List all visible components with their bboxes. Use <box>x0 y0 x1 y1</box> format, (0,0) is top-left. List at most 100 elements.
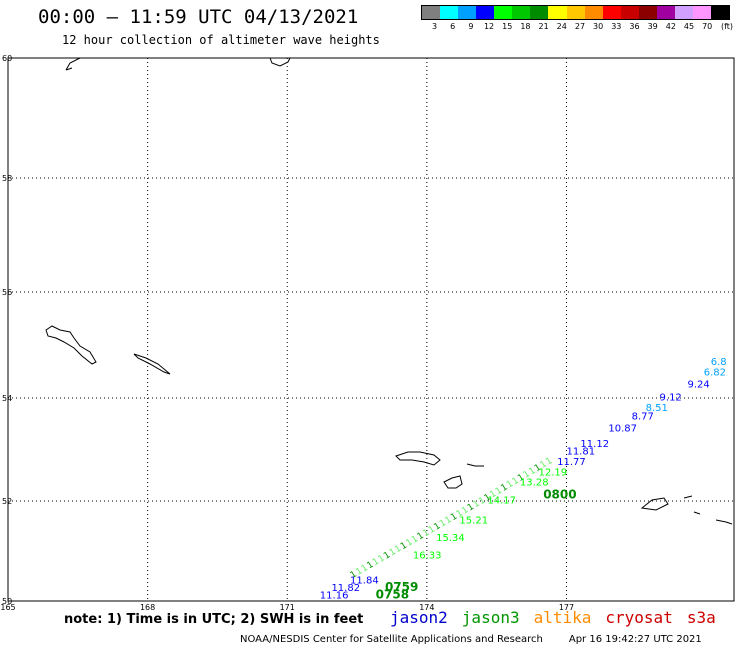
track-label: 0759 <box>385 580 418 594</box>
track-label: 0758 <box>376 588 409 602</box>
map-title: 00:00 – 11:59 UTC 04/13/2021 <box>38 6 359 28</box>
track-label: 6.82 <box>704 368 726 379</box>
track-swh-mark: 1 <box>539 459 549 471</box>
map-subtitle: 12 hour collection of altimeter wave hei… <box>62 33 380 47</box>
satellite-legend-item: cryosat <box>605 608 673 627</box>
track-swh-mark: 1 <box>438 518 448 530</box>
track-swh-mark: 1 <box>516 473 526 485</box>
color-scale-swatch <box>548 6 567 19</box>
island-rat-1 <box>640 497 669 511</box>
color-scale-swatch <box>512 6 531 19</box>
island-attu <box>395 451 441 466</box>
satellite-legend: jason2 jason3 altika cryosat s3a <box>390 608 730 627</box>
color-scale-swatch <box>476 6 495 19</box>
track-label: 8.51 <box>646 403 668 414</box>
color-scale-label: 42 <box>665 22 676 31</box>
track-label: 16.33 <box>413 551 442 562</box>
coastline-kamchatka-north-1 <box>65 57 81 71</box>
island-medny <box>133 353 171 375</box>
track-swh-mark: 1 <box>527 466 537 478</box>
track-swh-mark: 1 <box>377 553 387 565</box>
color-scale-label: 21 <box>538 22 549 31</box>
track-swh-mark: 1 <box>455 508 465 520</box>
track-label: 9.24 <box>687 379 709 390</box>
lon-tick-label: 177 <box>559 603 574 612</box>
track-label: 12.19 <box>539 467 568 478</box>
track-swh-mark: 1 <box>388 547 398 559</box>
track-swh-mark: 1 <box>444 515 454 527</box>
track-swh-mark: 1 <box>522 469 532 481</box>
color-scale-swatch <box>458 6 477 19</box>
track-swh-mark: 1 <box>405 537 415 549</box>
color-scale-label: 33 <box>611 22 622 31</box>
track-swh-mark: 1 <box>477 496 487 508</box>
satellite-legend-item: jason3 <box>461 608 520 627</box>
footer: NOAA/NESDIS Center for Satellite Applica… <box>240 634 702 645</box>
lat-tick-label: 58 <box>2 174 12 183</box>
track-swh-mark: 1 <box>365 560 375 572</box>
track-label: 9.12 <box>660 393 682 404</box>
color-scale: (ft) 3 6 9 12 15 18 21 24 27 30 33 36 39 42 45 70 <box>421 5 733 35</box>
color-scale-boxes <box>421 5 730 20</box>
satellite-legend-item: s3a <box>686 608 716 627</box>
coastlines <box>45 57 733 525</box>
color-scale-labels: (ft) 3 6 9 12 15 18 21 24 27 30 33 36 39 42 45 70 <box>421 20 733 34</box>
color-scale-swatch <box>422 6 441 19</box>
track-label: 0800 <box>543 487 576 501</box>
lat-tick-label: 60 <box>2 54 12 63</box>
footer-timestamp: Apr 16 19:42:27 UTC 2021 <box>568 634 702 645</box>
track-label: 11.84 <box>350 576 379 587</box>
lon-tick-label: 165 <box>0 603 15 612</box>
lat-tick-label: 52 <box>2 497 12 506</box>
track-swh-mark: 1 <box>494 486 504 498</box>
track-label: 8.77 <box>632 412 654 423</box>
track-label: 11.12 <box>580 439 609 450</box>
color-scale-label: 45 <box>683 22 695 31</box>
color-scale-swatch <box>711 6 730 19</box>
color-scale-label: 15 <box>502 22 513 31</box>
color-scale-label: 18 <box>520 22 531 31</box>
track-swh-mark: 1 <box>382 550 392 562</box>
track-labels: 6.826.88.519.249.128.7710.8711.1211.8111… <box>320 357 727 601</box>
color-scale-swatch <box>692 6 711 19</box>
map-frame <box>7 57 735 602</box>
color-scale-swatch <box>620 6 639 19</box>
satellite-legend-item: jason2 <box>390 608 448 627</box>
track-swh-mark: 1 <box>505 479 515 491</box>
track-swh-mark: 1 <box>533 463 543 475</box>
color-scale-swatch <box>638 6 657 19</box>
track-label: 15.21 <box>459 516 488 527</box>
track-swh-mark: 1 <box>416 531 426 543</box>
track-swh-mark: 1 <box>354 566 364 578</box>
color-scale-swatch <box>656 6 675 19</box>
satellite-legend-item: altika <box>533 608 592 627</box>
track-label: 6.8 <box>711 357 727 368</box>
track-swh-mark: 1 <box>427 525 437 537</box>
color-scale-swatch <box>494 6 513 19</box>
track-label: 11.81 <box>566 447 595 458</box>
track-swh-mark: 1 <box>544 456 554 468</box>
color-scale-swatch <box>566 6 585 19</box>
island-bering <box>45 325 97 365</box>
island-rat-2 <box>683 495 733 525</box>
color-scale-swatch <box>584 6 603 19</box>
track-swh-mark: 1 <box>360 563 370 575</box>
track-swh-mark: 1 <box>483 492 493 504</box>
lon-tick-label: 171 <box>280 603 295 612</box>
track-swh-mark: 1 <box>511 476 521 488</box>
note-text: note: 1) Time is in UTC; 2) SWH is in fe… <box>64 612 364 627</box>
lon-tick-label: 168 <box>140 603 155 612</box>
track-label: 10.87 <box>608 423 637 434</box>
color-scale-swatch <box>602 6 621 19</box>
graticule <box>8 58 734 601</box>
color-scale-swatch <box>674 6 693 19</box>
track-swh-mark: 1 <box>399 541 409 553</box>
color-scale-label: 36 <box>629 22 640 31</box>
track-swh-mark: 1 <box>432 521 442 533</box>
track-swh-mark: 1 <box>371 557 381 569</box>
color-scale-label: 70 <box>702 22 713 31</box>
track-label: 13.28 <box>520 478 549 489</box>
color-scale-label: 6 <box>450 22 456 31</box>
track-label: 14.17 <box>487 496 516 507</box>
